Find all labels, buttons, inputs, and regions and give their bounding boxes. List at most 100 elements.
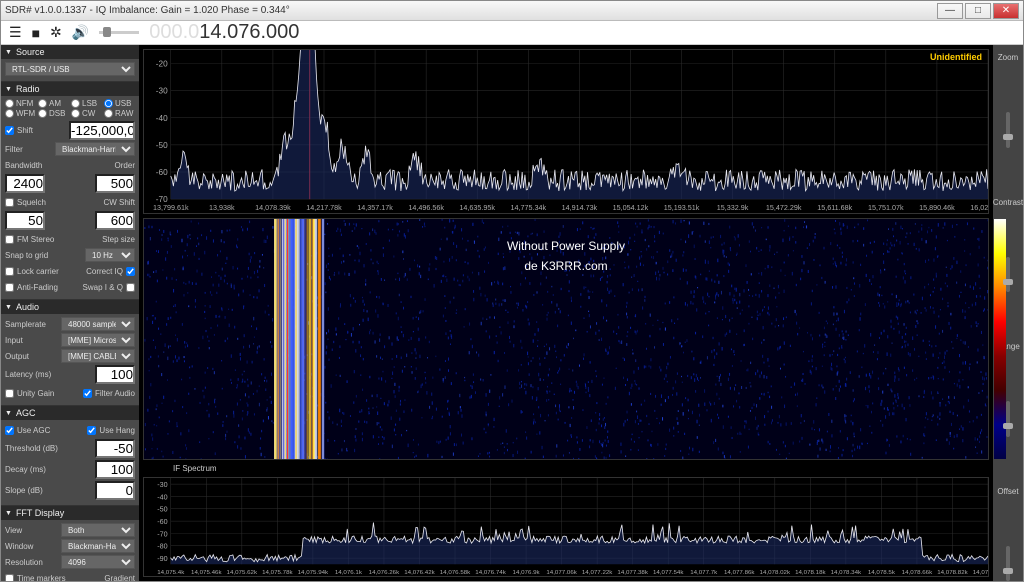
timemarkers-check[interactable] [5, 574, 14, 582]
svg-text:14,077.22k: 14,077.22k [582, 570, 614, 576]
mode-usb[interactable] [104, 99, 113, 108]
spectrum-panel[interactable]: Unidentified -20-30-40-50-60-7013,799.61… [143, 49, 989, 214]
svg-text:-90: -90 [157, 556, 167, 563]
minimize-button[interactable]: — [937, 3, 963, 19]
mode-wfm[interactable] [5, 109, 14, 118]
svg-text:14,078.02k: 14,078.02k [760, 570, 792, 576]
svg-text:14,076.74k: 14,076.74k [475, 570, 507, 576]
audio-input-select[interactable]: [MME] Microsoft Soun [61, 333, 135, 347]
svg-text:14,075.46k: 14,075.46k [191, 570, 223, 576]
shift-input[interactable] [69, 121, 135, 140]
svg-text:14,077.38k: 14,077.38k [617, 570, 649, 576]
snap-select[interactable]: 10 Hz [85, 248, 135, 262]
svg-text:14,076.9k: 14,076.9k [513, 570, 541, 576]
order-input[interactable] [95, 174, 135, 193]
svg-text:15,332.9k: 15,332.9k [717, 205, 749, 212]
titlebar[interactable]: SDR# v1.0.0.1337 - IQ Imbalance: Gain = … [1, 1, 1023, 21]
source-header[interactable]: ▼Source [1, 45, 139, 59]
fft-resolution-select[interactable]: 4096 [61, 555, 135, 569]
samplerate-select[interactable]: 48000 sample/sec [61, 317, 135, 331]
svg-text:-70: -70 [156, 195, 168, 204]
top-toolbar: ☰ ■ ✲ 🔊 000.014.076.000 [1, 21, 1023, 45]
audio-output-select[interactable]: [MME] CABLE Input (V [61, 349, 135, 363]
fmstereo-check[interactable] [5, 235, 14, 244]
svg-text:14,077.54k: 14,077.54k [653, 570, 685, 576]
volume-icon[interactable]: 🔊 [72, 24, 89, 41]
close-button[interactable]: ✕ [993, 3, 1019, 19]
antifading-check[interactable] [5, 283, 14, 292]
fft-window-select[interactable]: Blackman-Harris 4 [61, 539, 135, 553]
svg-text:-60: -60 [156, 168, 168, 177]
app-window: SDR# v1.0.0.1337 - IQ Imbalance: Gain = … [0, 0, 1024, 582]
svg-text:-60: -60 [157, 519, 167, 526]
svg-text:14,075.62k: 14,075.62k [227, 570, 259, 576]
latency-input[interactable] [95, 365, 135, 384]
zoom-label: Zoom [998, 53, 1018, 62]
unitygain-check[interactable] [5, 389, 14, 398]
cwshift-input[interactable] [95, 211, 135, 230]
gear-icon[interactable]: ✲ [50, 24, 62, 41]
svg-text:14,077.86k: 14,077.86k [724, 570, 756, 576]
frequency-display[interactable]: 000.014.076.000 [149, 21, 299, 44]
source-select[interactable]: RTL-SDR / USB [5, 62, 135, 76]
menu-icon[interactable]: ☰ [9, 24, 22, 41]
svg-text:-30: -30 [157, 482, 167, 489]
svg-text:-50: -50 [157, 507, 167, 514]
range-slider[interactable] [1006, 401, 1010, 437]
squelch-input[interactable] [5, 211, 45, 230]
usehang-check[interactable] [87, 426, 96, 435]
shift-check[interactable] [5, 126, 14, 135]
offset-slider[interactable] [1006, 546, 1010, 582]
agc-header[interactable]: ▼AGC [1, 406, 139, 420]
radio-header[interactable]: ▼Radio [1, 82, 139, 96]
mode-raw[interactable] [104, 109, 113, 118]
useagc-check[interactable] [5, 426, 14, 435]
filter-select[interactable]: Blackman-Harris 4 [55, 142, 135, 156]
swapiq-check[interactable] [126, 283, 135, 292]
svg-text:15,611.68k: 15,611.68k [817, 205, 853, 212]
svg-text:14,078.5k: 14,078.5k [868, 570, 896, 576]
mode-lsb[interactable] [71, 99, 80, 108]
svg-text:-40: -40 [156, 114, 168, 123]
waterfall-overlay: Without Power Supply de K3RRR.com [144, 239, 988, 279]
fft-header[interactable]: ▼FFT Display [1, 506, 139, 520]
correctiq-check[interactable] [126, 267, 135, 276]
mode-nfm[interactable] [5, 99, 14, 108]
svg-text:14,496.56k: 14,496.56k [408, 205, 444, 212]
svg-text:14,076.26k: 14,076.26k [369, 570, 401, 576]
svg-text:15,472.29k: 15,472.29k [766, 205, 802, 212]
lockcarrier-check[interactable] [5, 267, 14, 276]
stop-icon[interactable]: ■ [32, 25, 40, 41]
svg-text:14,357.17k: 14,357.17k [357, 205, 393, 212]
fft-view-select[interactable]: Both [61, 523, 135, 537]
audio-header[interactable]: ▼Audio [1, 300, 139, 314]
contrast-label: Contrast [993, 198, 1023, 207]
if-spectrum-panel[interactable]: -30-40-50-60-70-80-9014,075.4k14,075.46k… [143, 477, 989, 577]
mode-dsb[interactable] [38, 109, 47, 118]
agc-slope-input[interactable] [95, 481, 135, 500]
svg-text:14,914.73k: 14,914.73k [562, 205, 598, 212]
maximize-button[interactable]: □ [965, 3, 991, 19]
sidebar: ▼Source RTL-SDR / USB ▼Radio NFMAMLSBUSB… [1, 45, 139, 581]
window-title: SDR# v1.0.0.1337 - IQ Imbalance: Gain = … [5, 5, 290, 16]
agc-decay-input[interactable] [95, 460, 135, 479]
contrast-slider[interactable] [1006, 257, 1010, 293]
svg-text:13,938k: 13,938k [209, 205, 235, 212]
svg-text:-30: -30 [156, 87, 168, 96]
svg-text:14,077.06k: 14,077.06k [546, 570, 578, 576]
agc-threshold-input[interactable] [95, 439, 135, 458]
volume-slider[interactable] [99, 31, 139, 34]
waterfall-panel[interactable]: Without Power Supply de K3RRR.com [143, 218, 989, 460]
svg-text:14,078.39k: 14,078.39k [255, 205, 291, 212]
filteraudio-check[interactable] [83, 389, 92, 398]
squelch-check[interactable] [5, 198, 14, 207]
svg-text:14,078.98k: 14,078.98k [973, 570, 988, 576]
bandwidth-input[interactable] [5, 174, 45, 193]
zoom-slider[interactable] [1006, 112, 1010, 148]
svg-text:14,078.18k: 14,078.18k [795, 570, 827, 576]
svg-text:15,054.12k: 15,054.12k [613, 205, 649, 212]
mode-am[interactable] [38, 99, 47, 108]
svg-text:14,076.58k: 14,076.58k [440, 570, 472, 576]
mode-cw[interactable] [71, 109, 80, 118]
svg-text:13,799.61k: 13,799.61k [153, 205, 189, 212]
